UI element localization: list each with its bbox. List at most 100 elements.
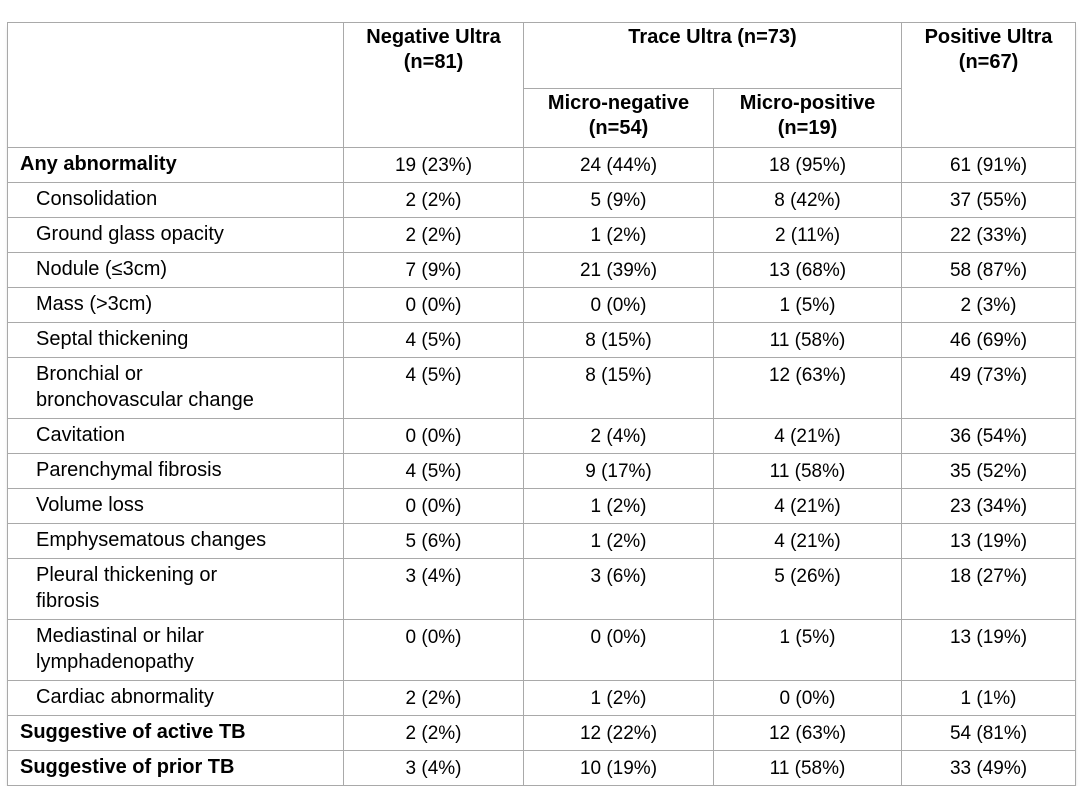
cell-value: 0 (0%) xyxy=(712,680,903,716)
cell-value: 0 (0%) xyxy=(343,488,524,524)
col-header-positive-ultra-line2: (n=67) xyxy=(958,51,1019,73)
table-row: Mediastinal or hilar lymphadenopathy 0 (0… xyxy=(7,619,1077,681)
cell-value: 22 (33%) xyxy=(901,217,1077,253)
row-label: Mediastinal or hilar lymphadenopathy xyxy=(7,619,344,681)
cell-value: 3 (4%) xyxy=(343,558,524,620)
cell-value: 5 (9%) xyxy=(523,182,714,218)
cell-value: 1 (2%) xyxy=(523,217,714,253)
cell-value: 0 (0%) xyxy=(343,287,524,323)
cell-value: 2 (2%) xyxy=(343,680,524,716)
row-label: Consolidation xyxy=(7,182,344,218)
table-header: Negative Ultra (n=81) Trace Ultra (n=73)… xyxy=(7,22,1077,148)
cell-value: 61 (91%) xyxy=(901,147,1077,183)
cell-value: 2 (2%) xyxy=(343,715,524,751)
table-row: Ground glass opacity 2 (2%) 1 (2%) 2 (11… xyxy=(7,217,1077,253)
table-row: Emphysematous changes 5 (6%) 1 (2%) 4 (2… xyxy=(7,523,1077,559)
table-row: Cavitation 0 (0%) 2 (4%) 4 (21%) 36 (54%… xyxy=(7,418,1077,454)
cell-value: 1 (5%) xyxy=(712,287,903,323)
ct-findings-table: Negative Ultra (n=81) Trace Ultra (n=73)… xyxy=(7,22,1077,786)
page: Negative Ultra (n=81) Trace Ultra (n=73)… xyxy=(7,22,1077,786)
header-row-top: Negative Ultra (n=81) Trace Ultra (n=73)… xyxy=(7,22,1077,148)
cell-value: 36 (54%) xyxy=(901,418,1077,454)
col-header-micro-negative: Micro-negative (n=54) xyxy=(523,88,714,148)
cell-value: 4 (21%) xyxy=(712,418,903,454)
cell-value: 18 (27%) xyxy=(901,558,1077,620)
cell-value: 11 (58%) xyxy=(712,453,903,489)
cell-value: 12 (63%) xyxy=(712,715,903,751)
cell-value: 4 (21%) xyxy=(712,488,903,524)
col-header-micro-negative-line1: Micro-negative xyxy=(547,92,690,114)
table-body: Any abnormality 19 (23%) 24 (44%) 18 (95… xyxy=(7,147,1077,786)
row-label: Cavitation xyxy=(7,418,344,454)
row-label: Ground glass opacity xyxy=(7,217,344,253)
cell-value: 18 (95%) xyxy=(712,147,903,183)
row-label: Suggestive of prior TB xyxy=(7,750,344,786)
cell-value: 35 (52%) xyxy=(901,453,1077,489)
table-row: Consolidation 2 (2%) 5 (9%) 8 (42%) 37 (… xyxy=(7,182,1077,218)
cell-value: 54 (81%) xyxy=(901,715,1077,751)
col-header-negative-ultra-line2: (n=81) xyxy=(403,51,464,73)
row-label: Volume loss xyxy=(7,488,344,524)
cell-value: 11 (58%) xyxy=(712,750,903,786)
cell-value: 1 (2%) xyxy=(523,488,714,524)
cell-value: 1 (5%) xyxy=(712,619,903,681)
header-row-sub: Micro-negative (n=54) Micro-positive (n=… xyxy=(8,88,1076,148)
table-row: Septal thickening 4 (5%) 8 (15%) 11 (58%… xyxy=(7,322,1077,358)
cell-value: 8 (15%) xyxy=(523,357,714,419)
row-label: Suggestive of active TB xyxy=(7,715,344,751)
cell-value: 2 (2%) xyxy=(343,217,524,253)
table-row: Bronchial or bronchovascular change 4 (5%… xyxy=(7,357,1077,419)
cell-value: 4 (21%) xyxy=(712,523,903,559)
row-label: Bronchial or bronchovascular change xyxy=(7,357,344,419)
cell-value: 8 (15%) xyxy=(523,322,714,358)
cell-value: 1 (2%) xyxy=(523,680,714,716)
cell-value: 33 (49%) xyxy=(901,750,1077,786)
cell-value: 21 (39%) xyxy=(523,252,714,288)
cell-value: 0 (0%) xyxy=(523,287,714,323)
table-row: Pleural thickening or fibrosis 3 (4%) 3 (… xyxy=(7,558,1077,620)
table-row: Suggestive of prior TB 3 (4%) 10 (19%) 1… xyxy=(7,750,1077,786)
col-header-negative-ultra: Negative Ultra (n=81) xyxy=(343,22,524,148)
cell-value: 9 (17%) xyxy=(523,453,714,489)
col-header-micro-positive-line2: (n=19) xyxy=(777,117,838,139)
row-label: Nodule (≤3cm) xyxy=(7,252,344,288)
cell-value: 3 (6%) xyxy=(523,558,714,620)
cell-value: 5 (6%) xyxy=(343,523,524,559)
cell-value: 1 (2%) xyxy=(523,523,714,559)
cell-value: 58 (87%) xyxy=(901,252,1077,288)
cell-value: 46 (69%) xyxy=(901,322,1077,358)
col-header-micro-negative-line2: (n=54) xyxy=(588,117,649,139)
table-row: Parenchymal fibrosis 4 (5%) 9 (17%) 11 (… xyxy=(7,453,1077,489)
table-row: Volume loss 0 (0%) 1 (2%) 4 (21%) 23 (34… xyxy=(7,488,1077,524)
corner-cell xyxy=(7,22,344,148)
row-label: Mass (>3cm) xyxy=(7,287,344,323)
cell-value: 13 (68%) xyxy=(712,252,903,288)
row-label: Septal thickening xyxy=(7,322,344,358)
cell-value: 0 (0%) xyxy=(523,619,714,681)
row-label: Emphysematous changes xyxy=(7,523,344,559)
col-header-trace-ultra: Trace Ultra (n=73) xyxy=(522,22,903,89)
table-row: Cardiac abnormality 2 (2%) 1 (2%) 0 (0%)… xyxy=(7,680,1077,716)
table-row: Nodule (≤3cm) 7 (9%) 21 (39%) 13 (68%) 5… xyxy=(7,252,1077,288)
cell-value: 2 (2%) xyxy=(343,182,524,218)
cell-value: 3 (4%) xyxy=(343,750,524,786)
col-header-negative-ultra-line1: Negative Ultra xyxy=(366,26,501,48)
col-header-micro-positive: Micro-positive (n=19) xyxy=(712,88,903,148)
col-header-micro-positive-line1: Micro-positive xyxy=(739,92,876,114)
cell-value: 37 (55%) xyxy=(901,182,1077,218)
col-header-positive-ultra: Positive Ultra (n=67) xyxy=(901,22,1077,148)
cell-value: 49 (73%) xyxy=(901,357,1077,419)
table-row: Any abnormality 19 (23%) 24 (44%) 18 (95… xyxy=(7,147,1077,183)
row-label: Parenchymal fibrosis xyxy=(7,453,344,489)
cell-value: 24 (44%) xyxy=(523,147,714,183)
cell-value: 0 (0%) xyxy=(343,619,524,681)
cell-value: 4 (5%) xyxy=(343,322,524,358)
cell-value: 11 (58%) xyxy=(712,322,903,358)
cell-value: 0 (0%) xyxy=(343,418,524,454)
cell-value: 12 (22%) xyxy=(523,715,714,751)
cell-value: 10 (19%) xyxy=(523,750,714,786)
cell-value: 8 (42%) xyxy=(712,182,903,218)
col-header-positive-ultra-line1: Positive Ultra xyxy=(924,26,1053,48)
cell-value: 13 (19%) xyxy=(901,523,1077,559)
row-label: Pleural thickening or fibrosis xyxy=(7,558,344,620)
